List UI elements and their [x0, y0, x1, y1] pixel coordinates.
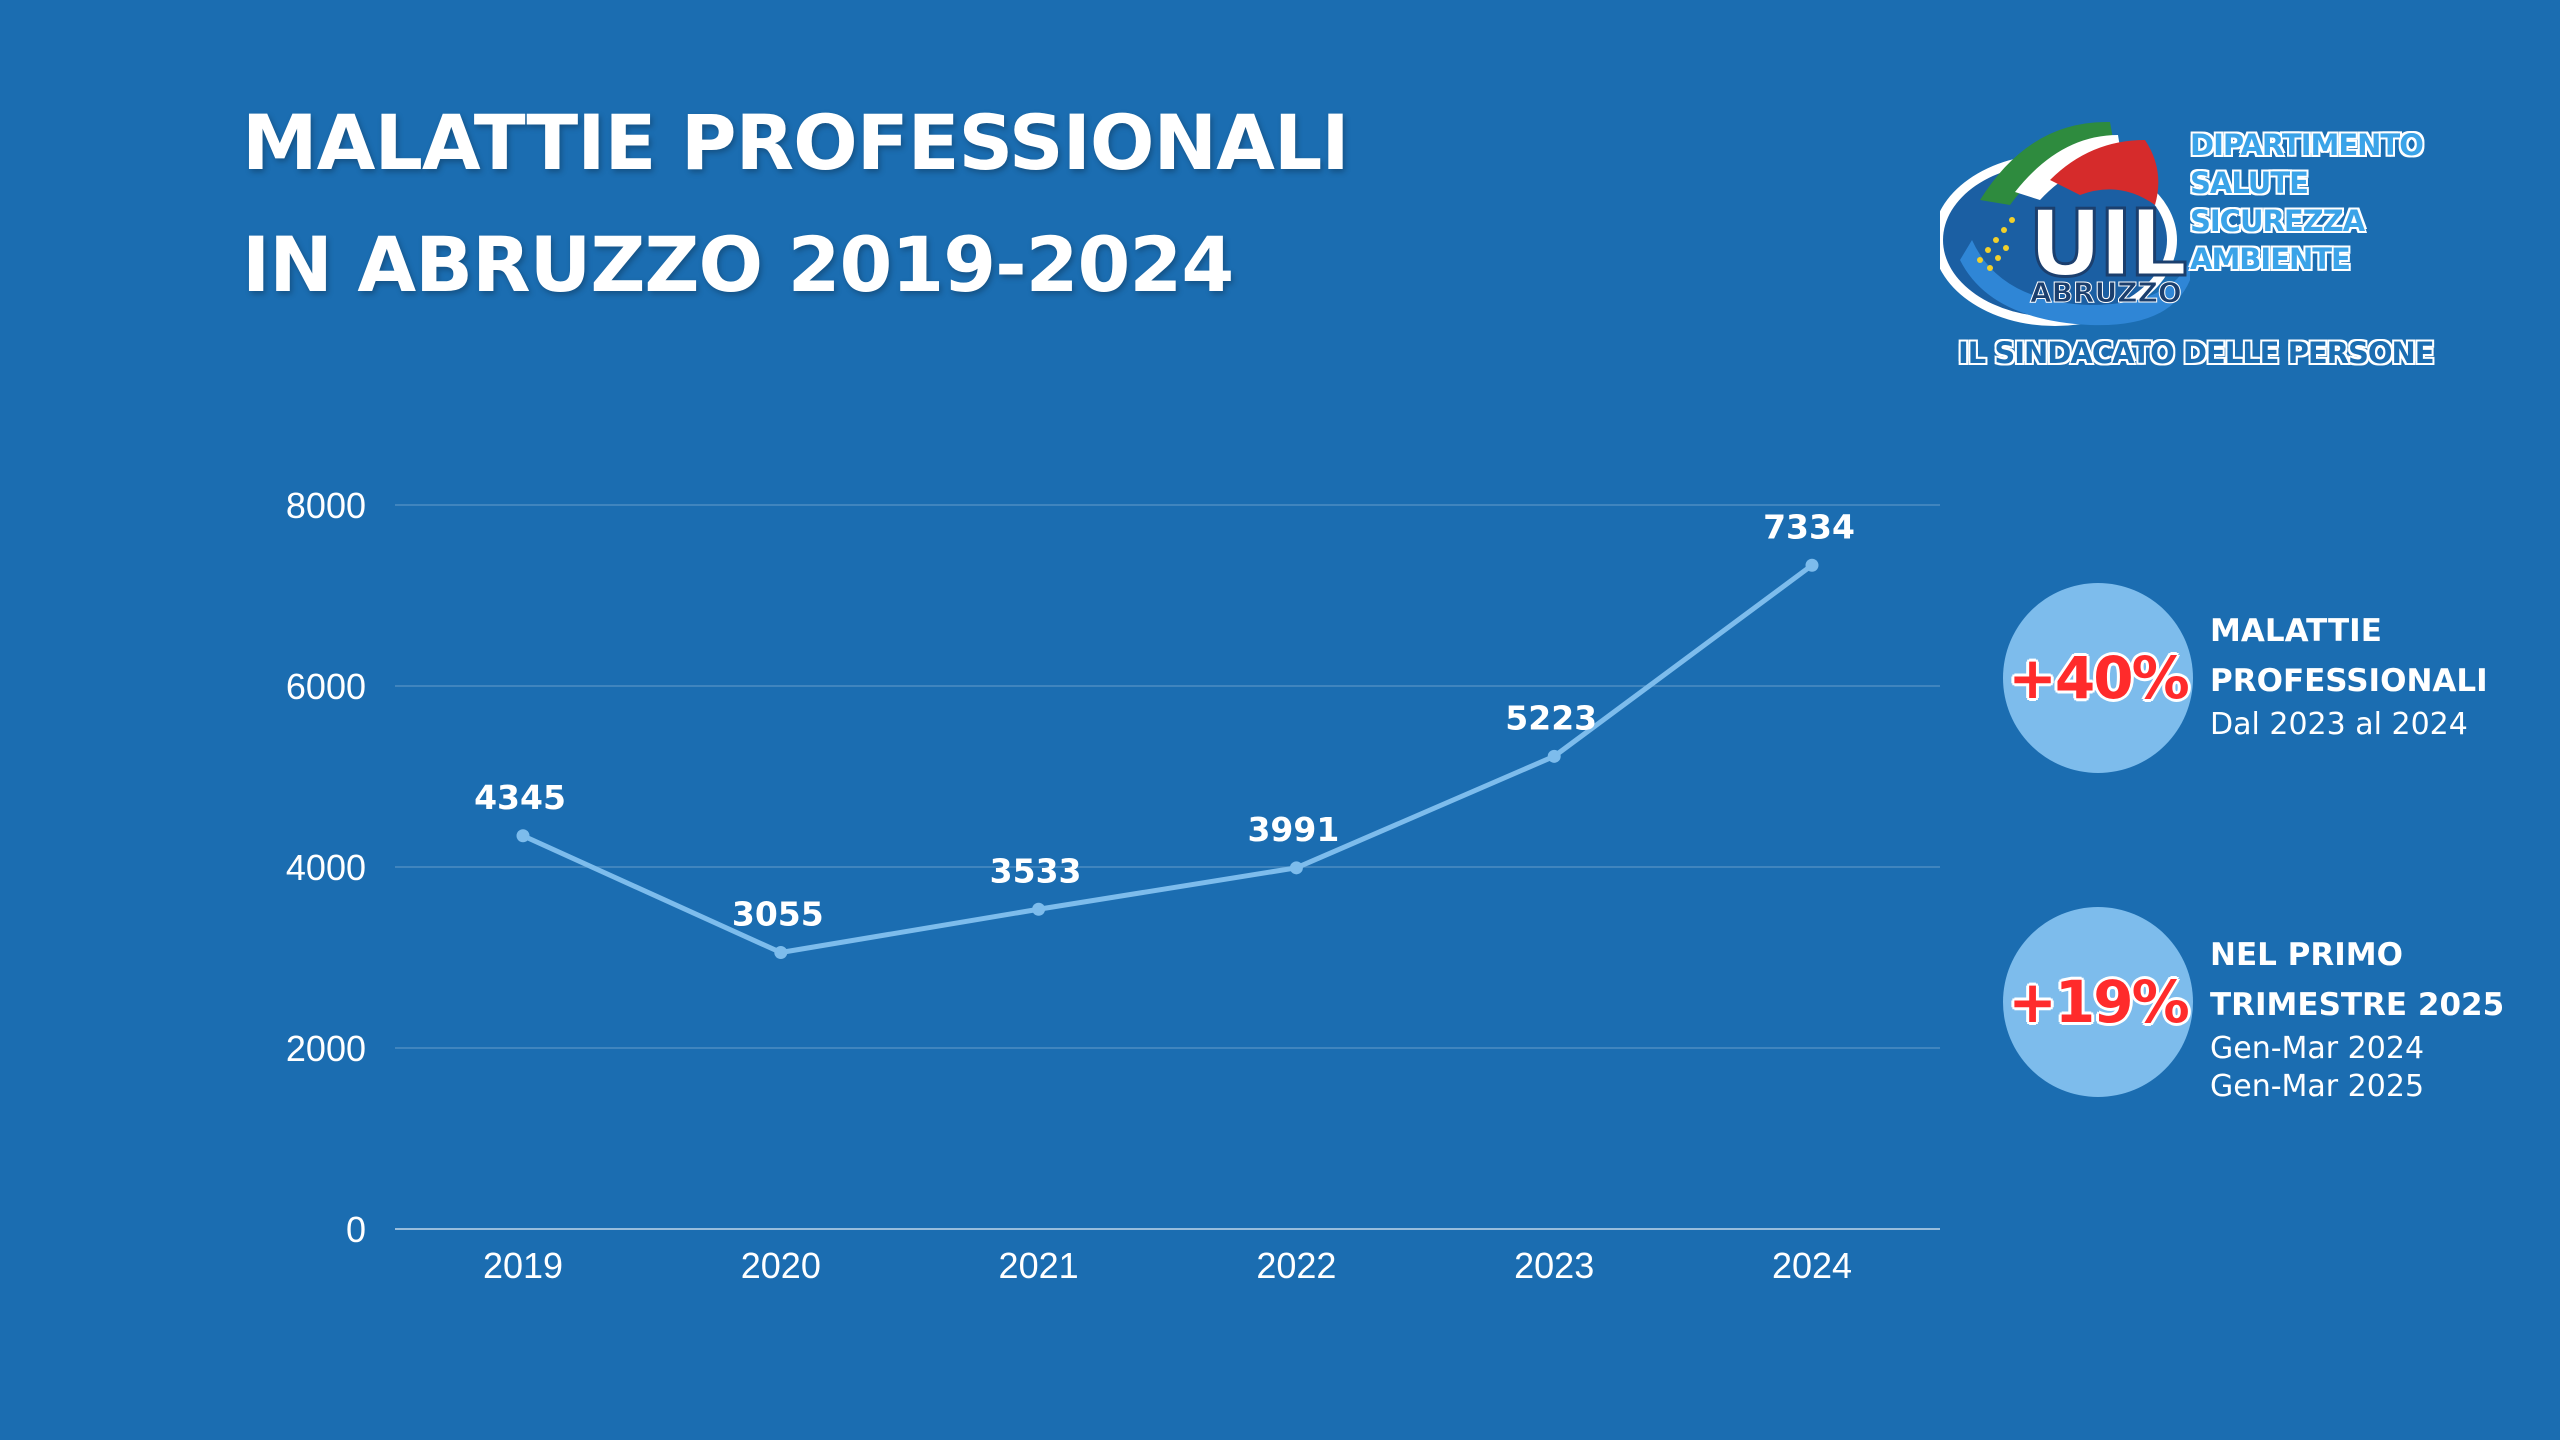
x-tick-label: 2022	[1256, 1245, 1336, 1286]
stat-text-1: MALATTIE PROFESSIONALI Dal 2023 al 2024	[2210, 606, 2488, 744]
x-axis-ticks: 2019 2020 2021 2022 2023 2024	[483, 1245, 1852, 1286]
x-tick-label: 2021	[999, 1245, 1079, 1286]
stat-text-2: NEL PRIMO TRIMESTRE 2025 Gen-Mar 2024 Ge…	[2210, 930, 2504, 1106]
logo-region: ABRUZZO	[2030, 276, 2182, 309]
data-point	[774, 946, 788, 960]
y-tick-label: 8000	[286, 485, 366, 526]
data-label: 5223	[1505, 698, 1597, 737]
data-label: 3991	[1247, 810, 1339, 849]
logo-department-line: SALUTE	[2190, 166, 2309, 200]
page-title-line-1: MALATTIE PROFESSIONALI	[242, 98, 1350, 187]
data-point	[1032, 902, 1046, 916]
y-tick-label: 0	[346, 1209, 366, 1250]
stat-circle-1: +40%	[2003, 583, 2193, 773]
page-title-line-2: IN ABRUZZO 2019-2024	[242, 220, 1234, 309]
series-points	[516, 558, 1819, 960]
stat-heading: TRIMESTRE 2025	[2210, 987, 2505, 1023]
stat-heading: PROFESSIONALI	[2210, 663, 2488, 699]
logo-name: UIL	[2028, 190, 2186, 297]
stat-heading: NEL PRIMO	[2210, 937, 2403, 973]
data-point	[1547, 749, 1561, 763]
stat-subtext: Dal 2023 al 2024	[2210, 707, 2468, 742]
y-tick-label: 4000	[286, 847, 366, 888]
series-line-layer	[520, 562, 1815, 956]
chart-grid	[395, 504, 1940, 1230]
logo-department-line: AMBIENTE	[2190, 242, 2351, 276]
stat-percentage: +19%	[2008, 968, 2189, 1036]
data-point	[1289, 861, 1303, 875]
data-label: 7334	[1763, 507, 1855, 546]
logo-department: DIPARTIMENTO SALUTE SICUREZZA AMBIENTE	[2190, 126, 2424, 278]
x-tick-label: 2023	[1514, 1245, 1594, 1286]
uil-logo: UIL ABRUZZO	[1940, 121, 2191, 326]
stat-subtext: Gen-Mar 2025	[2210, 1069, 2425, 1104]
stat-percentage: +40%	[2008, 644, 2189, 712]
stat-circle-2: +19%	[2003, 907, 2193, 1097]
logo-department-line: DIPARTIMENTO	[2190, 128, 2424, 162]
data-labels: 4345 3055 3533 3991 5223 7334	[474, 507, 1855, 933]
x-tick-label: 2020	[741, 1245, 821, 1286]
x-tick-label: 2024	[1772, 1245, 1852, 1286]
y-axis-ticks: 0 2000 4000 6000 8000	[286, 485, 366, 1250]
logo-department-line: SICUREZZA	[2190, 204, 2365, 238]
data-label: 4345	[474, 778, 566, 817]
x-tick-label: 2019	[483, 1245, 563, 1286]
y-tick-label: 2000	[286, 1028, 366, 1069]
data-point	[516, 829, 530, 843]
logo-tagline: IL SINDACATO DELLE PERSONE	[1958, 336, 2435, 370]
data-label: 3533	[990, 851, 1082, 890]
data-point	[1805, 558, 1819, 572]
stat-subtext: Gen-Mar 2024	[2210, 1031, 2425, 1066]
stat-heading: MALATTIE	[2210, 613, 2382, 649]
logo-emblem-icon	[1940, 121, 2190, 326]
series-line	[520, 562, 1815, 956]
data-label: 3055	[732, 895, 824, 934]
y-tick-label: 6000	[286, 666, 366, 707]
